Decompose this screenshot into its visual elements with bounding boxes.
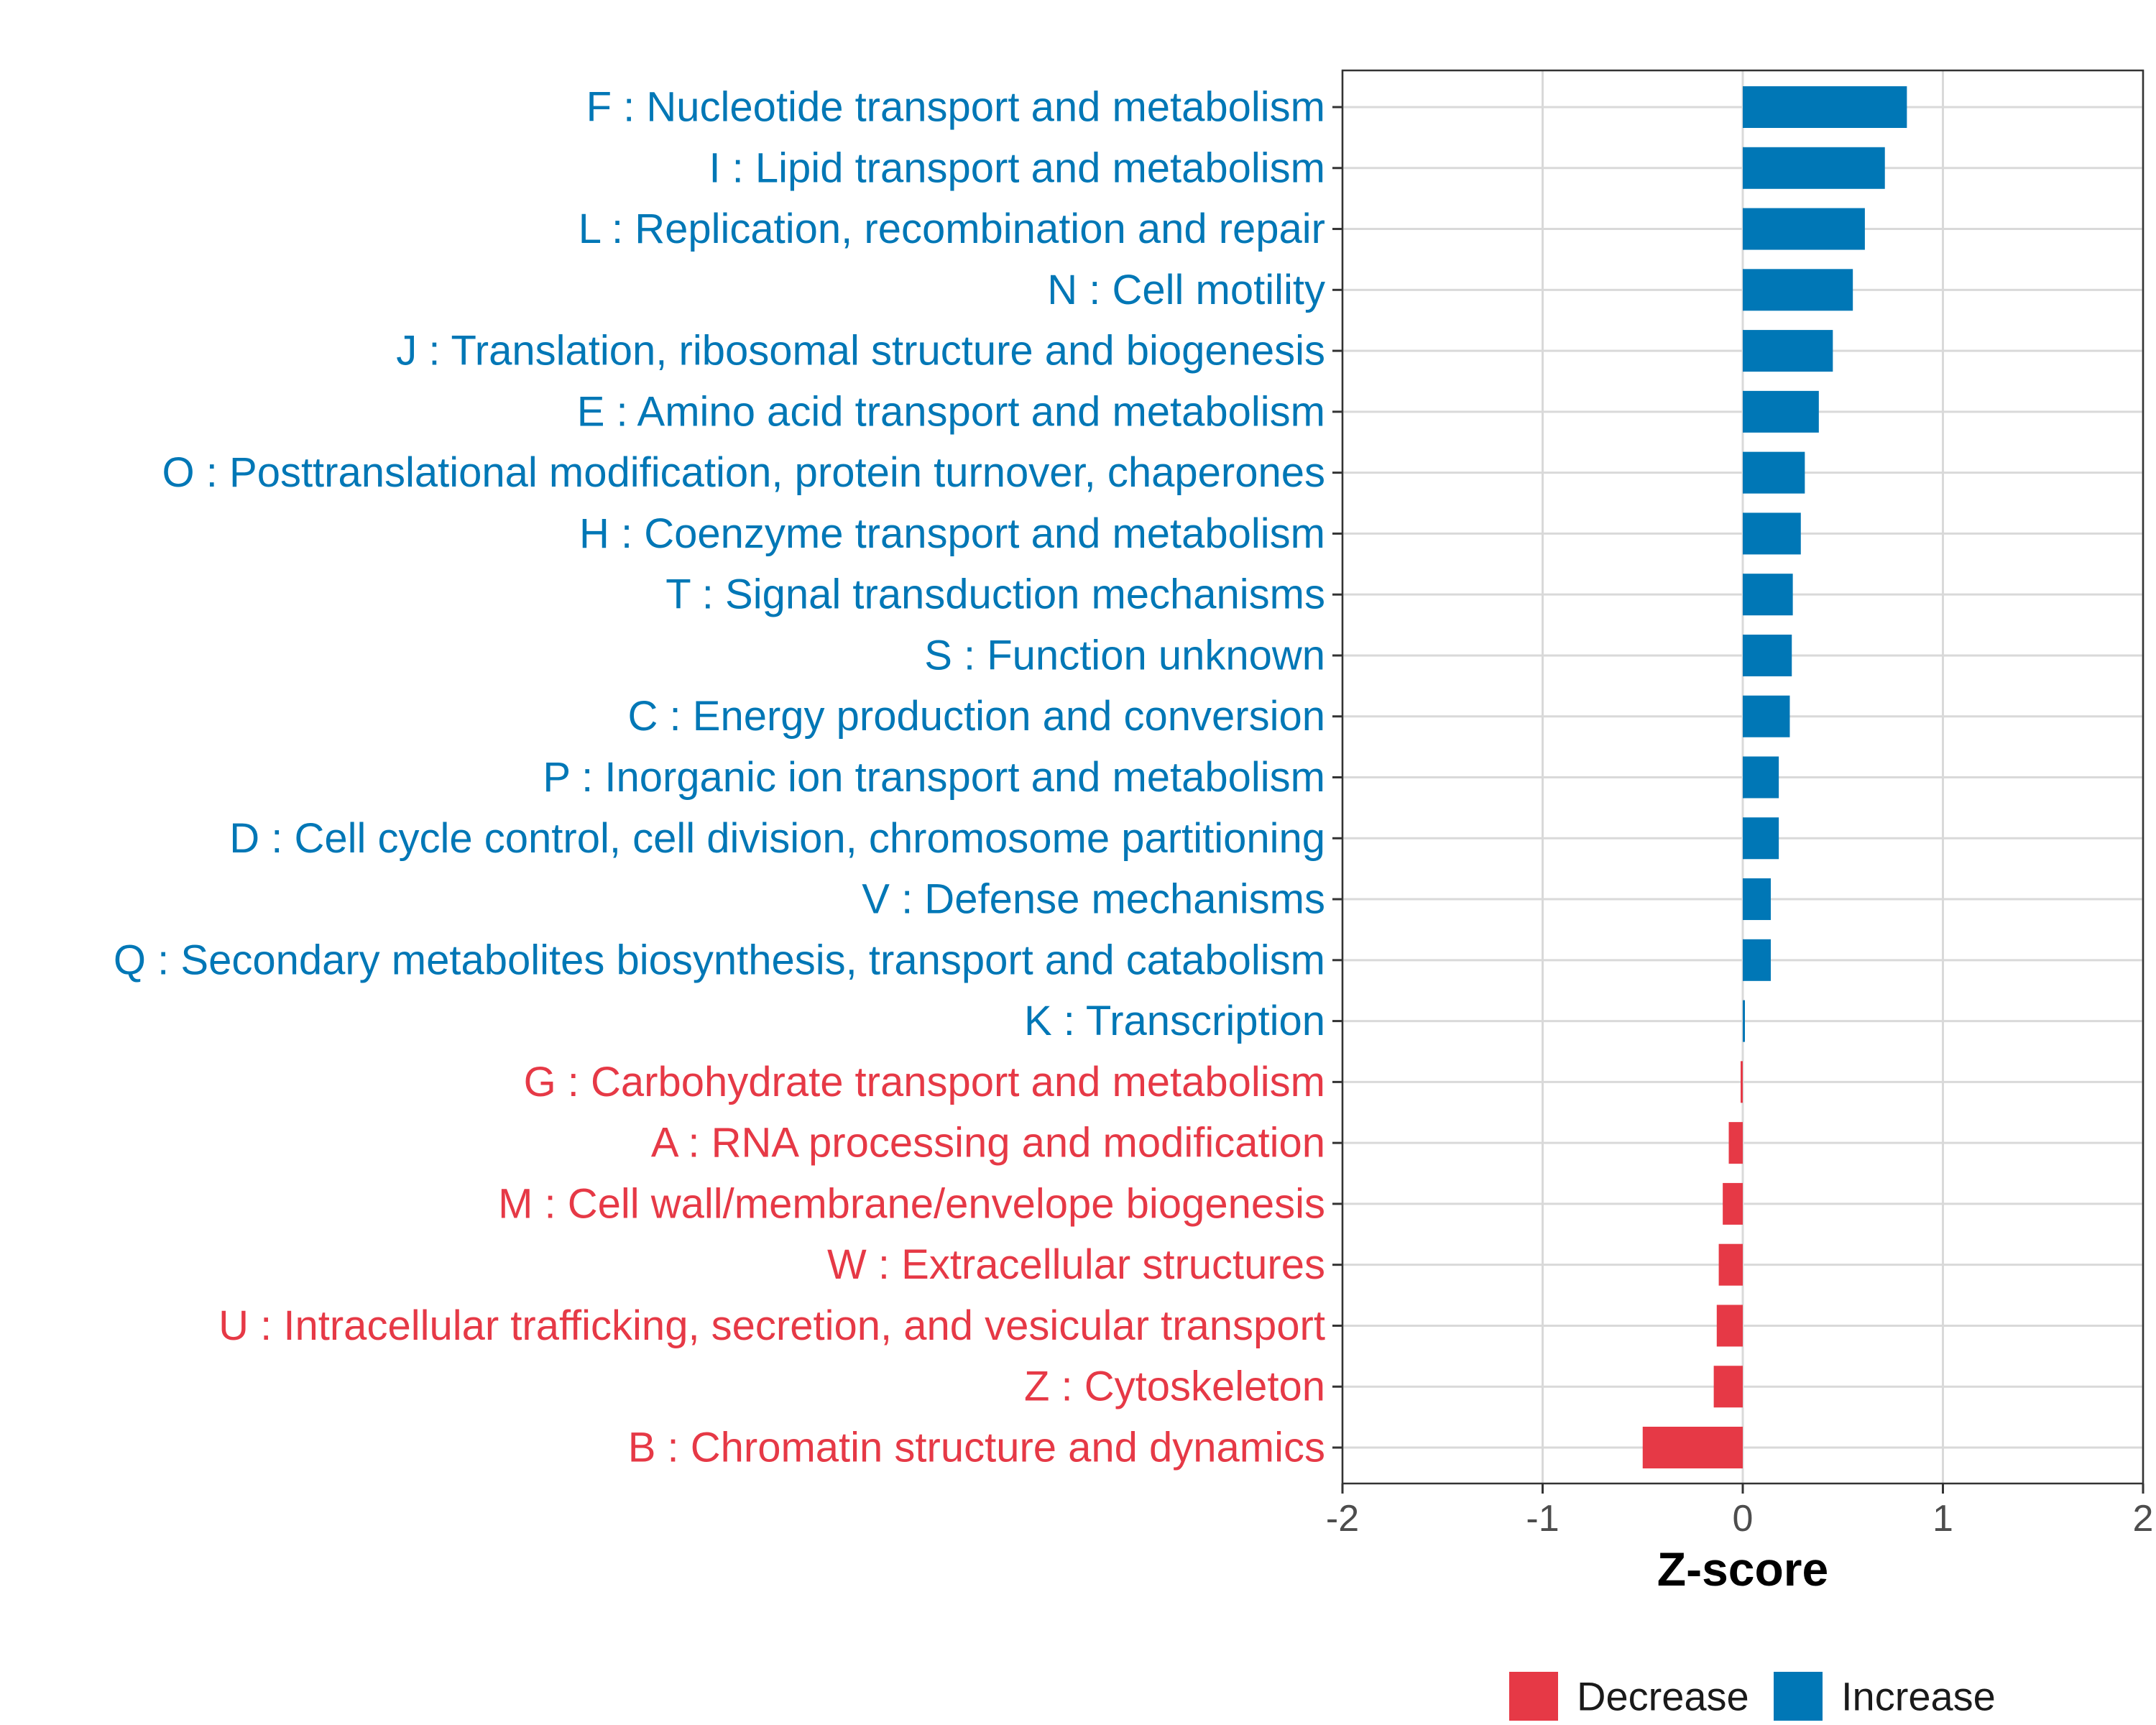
bar <box>1743 939 1771 981</box>
x-tick-label: 0 <box>1733 1498 1754 1540</box>
y-axis-ticks: F : Nucleotide transport and metabolism I… <box>114 84 1342 1471</box>
x-tick-label: 2 <box>2133 1498 2154 1540</box>
bar <box>1741 1061 1743 1103</box>
category-label: T : Signal transduction mechanisms <box>665 571 1325 618</box>
bar <box>1716 1305 1743 1347</box>
bar <box>1743 695 1790 737</box>
bar <box>1743 512 1801 555</box>
category-label: N : Cell motility <box>1047 267 1325 313</box>
category-label: B : Chromatin structure and dynamics <box>628 1425 1325 1471</box>
bar <box>1743 330 1833 372</box>
category-label: L : Replication, recombination and repai… <box>579 206 1325 252</box>
category-label: A : RNA processing and modification <box>651 1120 1325 1167</box>
bar <box>1743 756 1779 799</box>
bar <box>1723 1182 1743 1225</box>
bar <box>1743 390 1819 433</box>
category-label: E : Amino acid transport and metabolism <box>577 388 1325 435</box>
x-tick-label: -1 <box>1526 1498 1559 1540</box>
bar <box>1743 208 1865 250</box>
bar <box>1743 878 1771 921</box>
category-label: U : Intracellular trafficking, secretion… <box>218 1302 1325 1349</box>
x-tick-label: -2 <box>1326 1498 1359 1540</box>
category-label: H : Coenzyme transport and metabolism <box>579 510 1325 557</box>
category-label: K : Transcription <box>1024 998 1325 1044</box>
category-label: C : Energy production and conversion <box>628 693 1325 740</box>
bar <box>1743 269 1853 311</box>
bar <box>1743 86 1907 128</box>
category-label: Q : Secondary metabolites biosynthesis, … <box>114 937 1325 983</box>
bar <box>1743 574 1793 616</box>
bar <box>1743 147 1885 189</box>
legend-key-decrease <box>1509 1672 1558 1721</box>
category-label: P : Inorganic ion transport and metaboli… <box>543 754 1325 801</box>
category-label: F : Nucleotide transport and metabolism <box>586 84 1325 131</box>
bar <box>1713 1366 1743 1408</box>
category-label: S : Function unknown <box>924 632 1325 678</box>
category-label: D : Cell cycle control, cell division, c… <box>229 815 1325 862</box>
legend-label-increase: Increase <box>1841 1674 1996 1719</box>
category-label: W : Extracellular structures <box>827 1241 1325 1288</box>
x-axis-ticks: -2 -1 0 1 2 <box>1326 1484 2154 1540</box>
legend-label-decrease: Decrease <box>1577 1674 1749 1719</box>
bars <box>1642 86 1907 1468</box>
x-tick-label: 1 <box>1932 1498 1953 1540</box>
bar <box>1743 1000 1745 1042</box>
bar <box>1642 1427 1743 1468</box>
bar <box>1743 451 1805 494</box>
category-label: Z : Cytoskeleton <box>1024 1363 1325 1410</box>
category-label: V : Defense mechanisms <box>862 876 1325 923</box>
category-label: M : Cell wall/membrane/envelope biogenes… <box>498 1180 1325 1227</box>
category-label: I : Lipid transport and metabolism <box>709 144 1325 191</box>
bar <box>1728 1122 1743 1164</box>
category-label: G : Carbohydrate transport and metabolis… <box>524 1059 1325 1105</box>
bar <box>1743 634 1792 676</box>
x-axis-title: Z-score <box>1657 1542 1828 1596</box>
category-label: J : Translation, ribosomal structure and… <box>396 328 1325 374</box>
bar <box>1743 817 1779 860</box>
legend: Decrease Increase <box>1509 1672 1996 1721</box>
bar <box>1718 1243 1743 1286</box>
legend-key-increase <box>1774 1672 1823 1721</box>
category-label: O : Posttranslational modification, prot… <box>162 449 1325 496</box>
